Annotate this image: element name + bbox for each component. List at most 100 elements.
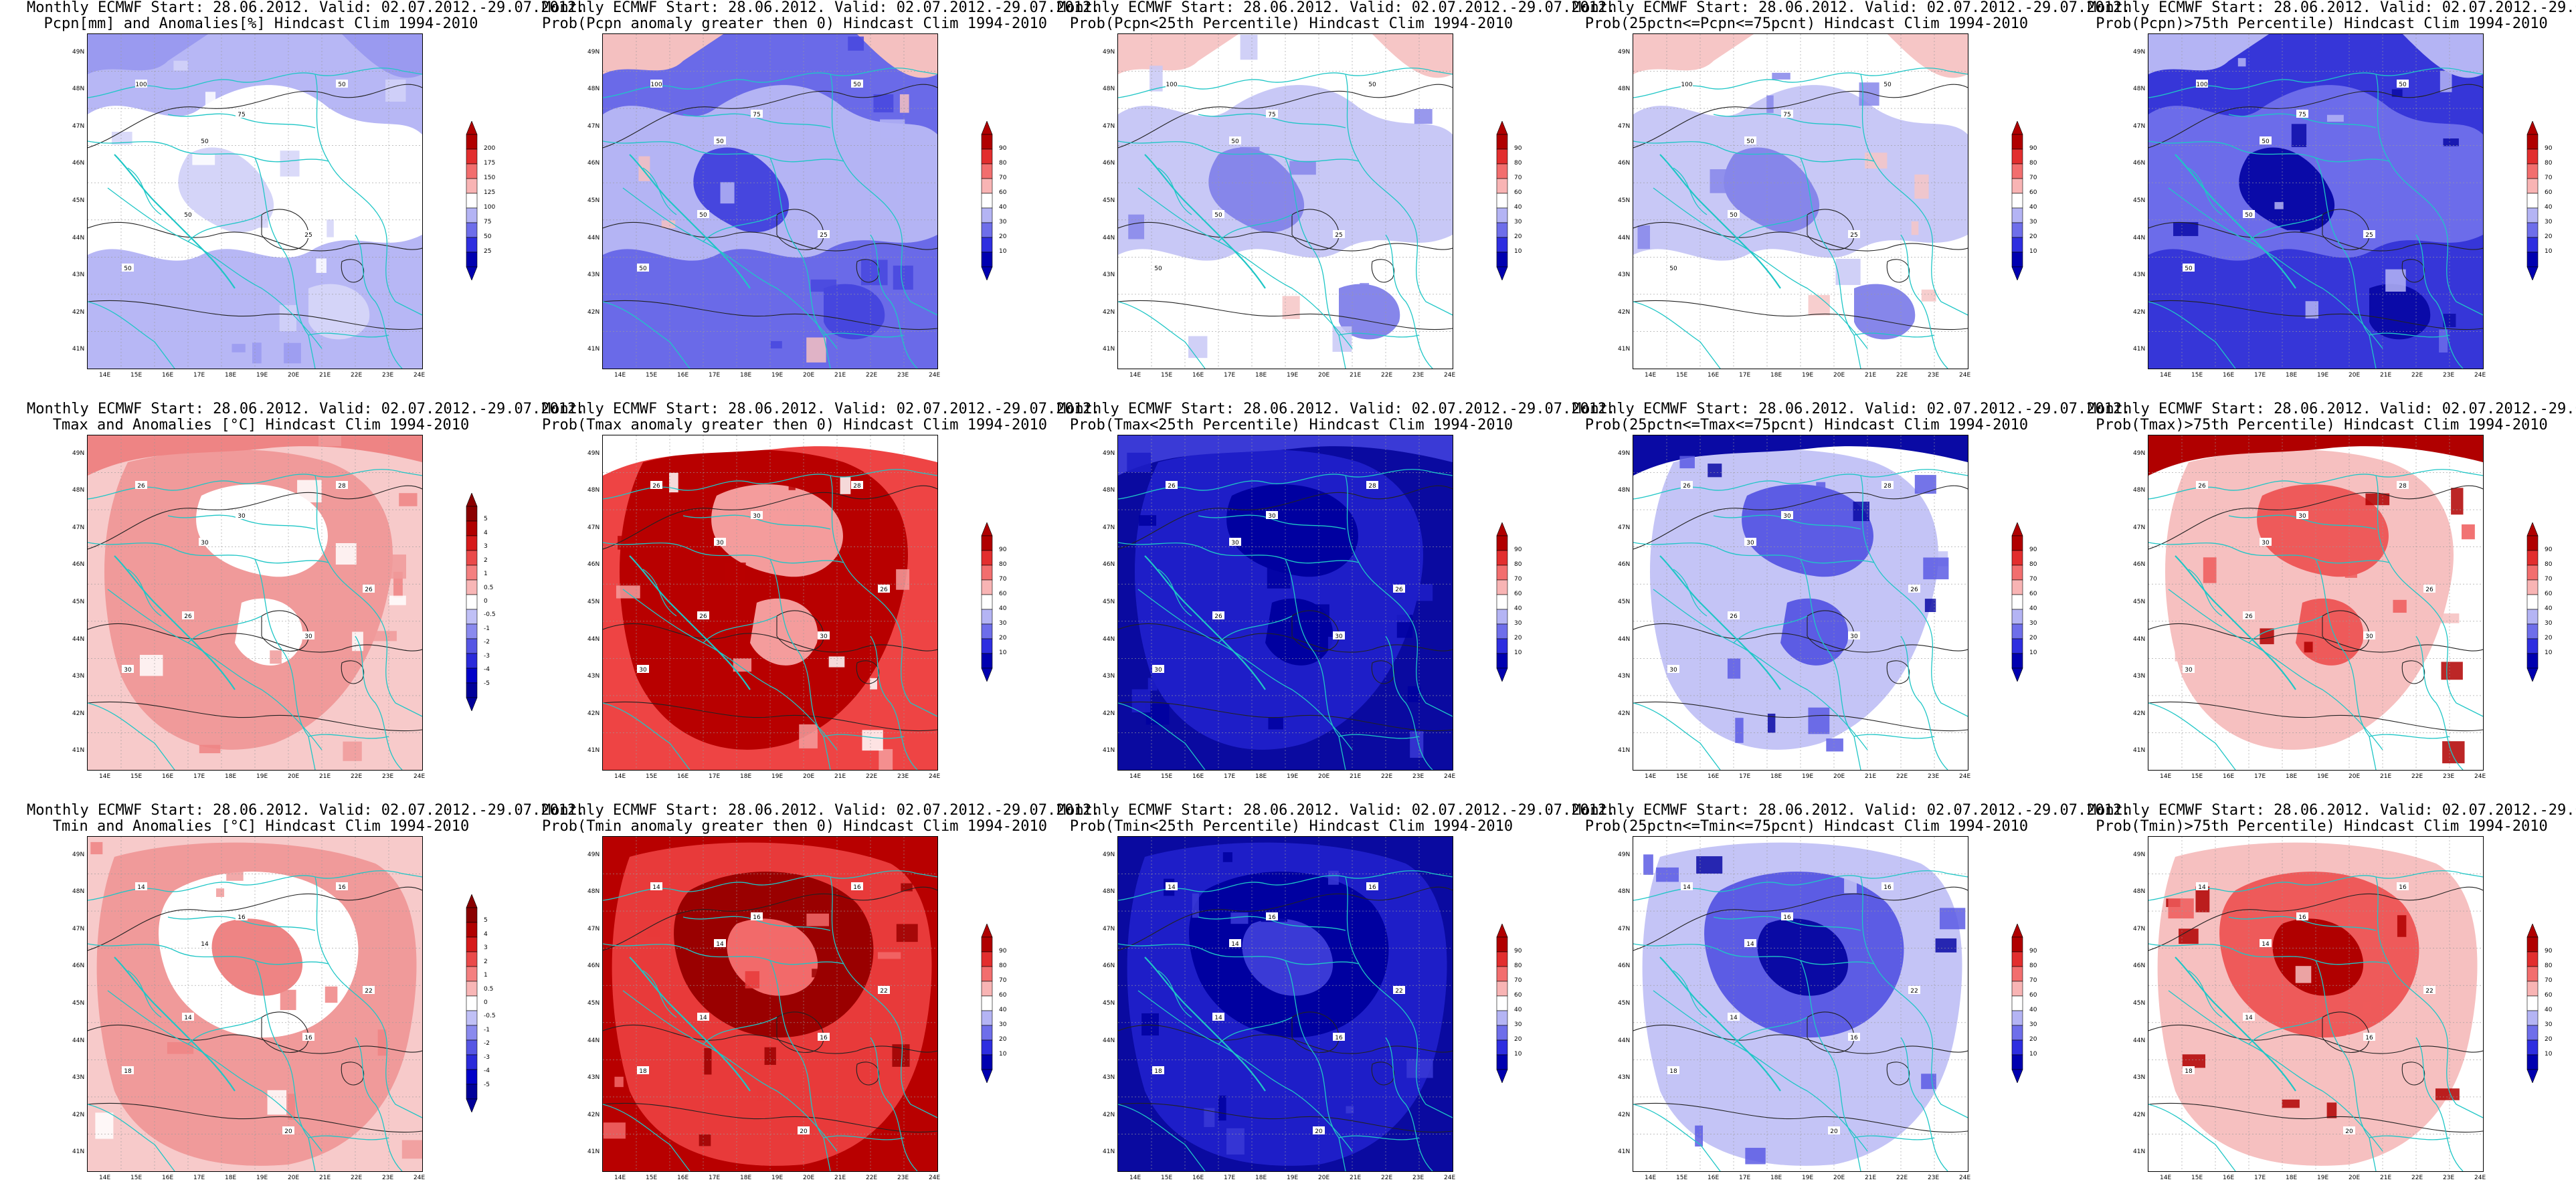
longitude-tick-label: 24E — [1959, 1175, 1971, 1181]
longitude-tick-label: 24E — [929, 372, 941, 379]
latitude-tick-label: 41N — [587, 747, 600, 755]
climatology-contour-line — [2401, 1062, 2425, 1086]
climatology-contour-line — [603, 84, 937, 148]
colorbar-tick-label: 40 — [1514, 605, 1522, 612]
colorbar-swatch — [2526, 207, 2539, 223]
latitude-tick-label: 41N — [2133, 1148, 2146, 1156]
svg-text:28: 28 — [853, 483, 861, 490]
colorbar-tick-label: 60 — [2029, 189, 2037, 196]
contour-label: 28 — [336, 481, 348, 490]
panel-title-field: Prob(Tmin<25th Percentile) Hindcast Clim… — [1069, 818, 1513, 835]
colorbar-tick-label: 5 — [484, 917, 488, 924]
svg-text:26: 26 — [699, 613, 707, 620]
svg-text:30: 30 — [1231, 540, 1239, 546]
contour-label: 30 — [1266, 511, 1278, 520]
field-cell — [2443, 138, 2459, 146]
longitude-tick-label: 23E — [1412, 773, 1424, 780]
colorbar-tick-label: 90 — [999, 145, 1007, 152]
longitude-tick-label: 17E — [709, 1175, 721, 1181]
svg-text:14: 14 — [699, 1015, 707, 1021]
longitude-tick-label: 23E — [2443, 773, 2455, 780]
panel-title: Monthly ECMWF Start: 28.06.2012. Valid: … — [27, 0, 585, 32]
latitude-tick-label: 46N — [1618, 160, 1631, 167]
svg-text:18: 18 — [124, 1068, 132, 1075]
contour-label: 26 — [2423, 585, 2435, 593]
colorbar-tick-label: 40 — [999, 204, 1007, 211]
colorbar-tick-label: 40 — [1514, 1007, 1522, 1013]
field-cell — [2179, 928, 2199, 944]
field-cell — [167, 1041, 194, 1054]
colorbar-swatch — [1496, 936, 1508, 952]
colorbar-swatch — [1496, 207, 1508, 223]
svg-text:50: 50 — [1883, 82, 1892, 88]
longitude-tick-label: 16E — [677, 773, 689, 780]
country-border-line — [328, 161, 422, 316]
field-cell — [880, 119, 905, 138]
country-border-line — [1137, 589, 1353, 750]
latitude-tick-label: 41N — [2133, 346, 2146, 353]
colorbar-swatch — [1496, 623, 1508, 639]
colorbar-swatch — [981, 207, 993, 223]
field-cell — [270, 650, 282, 664]
longitude-tick-label: 18E — [1770, 1175, 1782, 1181]
country-border-line — [107, 187, 323, 349]
panel-title-run-info: Monthly ECMWF Start: 28.06.2012. Valid: … — [27, 0, 585, 16]
colorbar-tick-label: 60 — [2545, 591, 2553, 597]
field-cell — [2443, 314, 2456, 328]
country-border-line — [328, 963, 422, 1118]
colorbar-tick-label: 90 — [999, 546, 1007, 553]
climatology-contour-line — [1886, 259, 1910, 283]
panel-title-field: Tmax and Anomalies [°C] Hindcast Clim 19… — [52, 417, 470, 433]
field-cell — [2365, 493, 2390, 506]
longitude-tick-label: 16E — [2223, 1175, 2235, 1181]
country-border-line — [823, 734, 905, 739]
field-cell — [139, 655, 163, 676]
colorbar-tick-label: 80 — [999, 963, 1007, 969]
field-cell — [352, 631, 363, 651]
map-panel: Monthly ECMWF Start: 28.06.2012. Valid: … — [0, 401, 585, 803]
colorbar: 90 80 70 60 40 30 20 10 — [980, 121, 1007, 280]
longitude-tick-label: 23E — [1928, 1175, 1940, 1181]
colorbar-min-arrow — [1496, 1069, 1508, 1083]
field-cell — [873, 94, 894, 112]
colorbar-swatch — [1496, 653, 1508, 669]
latitude-tick-label: 48N — [587, 888, 600, 896]
field-cell — [2451, 488, 2464, 515]
colorbar-swatch — [2011, 222, 2023, 238]
country-border-line — [254, 559, 316, 770]
latitude-tick-label: 45N — [1618, 1000, 1631, 1007]
longitude-tick-label: 20E — [288, 1175, 300, 1181]
svg-text:16: 16 — [304, 1035, 312, 1041]
field-cell — [1328, 870, 1339, 885]
field-cell — [139, 205, 161, 228]
longitude-tick-label: 22E — [866, 372, 878, 379]
colorbar-max-arrow — [2011, 121, 2023, 135]
colorbar-max-arrow — [2526, 522, 2539, 536]
svg-text:14: 14 — [184, 1015, 192, 1021]
panel-title-run-info: Monthly ECMWF Start: 28.06.2012. Valid: … — [1057, 802, 1616, 819]
country-border-line — [328, 562, 422, 717]
field-cell — [2260, 628, 2274, 645]
country-border-line — [1800, 157, 1861, 369]
colorbar-tick-label: 30 — [2029, 1021, 2037, 1028]
climatology-contour-line — [2148, 300, 2483, 330]
latitude-tick-label: 42N — [72, 1111, 85, 1118]
field-cell — [646, 930, 660, 938]
country-border-line — [2148, 140, 2390, 163]
colorbar-tick-label: 20 — [2029, 635, 2037, 641]
field-cell — [745, 971, 759, 989]
field-contour-fill — [1742, 484, 1873, 666]
colorbar-swatch — [466, 207, 478, 223]
colorbar-swatch — [981, 178, 993, 194]
climatology-contour-line — [603, 1024, 937, 1054]
latitude-tick-label: 49N — [1103, 48, 1115, 56]
field-contour-fill — [1118, 34, 1453, 78]
longitude-tick-label: 15E — [1676, 1175, 1688, 1181]
svg-text:25: 25 — [2365, 232, 2373, 239]
latitude-tick-label: 44N — [587, 234, 600, 241]
contour-label: 18 — [1152, 1066, 1164, 1075]
field-cell — [896, 924, 918, 942]
climatology-contour-line — [2148, 886, 2483, 951]
contour-label: 18 — [1667, 1066, 1679, 1075]
country-border-line — [2369, 1135, 2450, 1140]
